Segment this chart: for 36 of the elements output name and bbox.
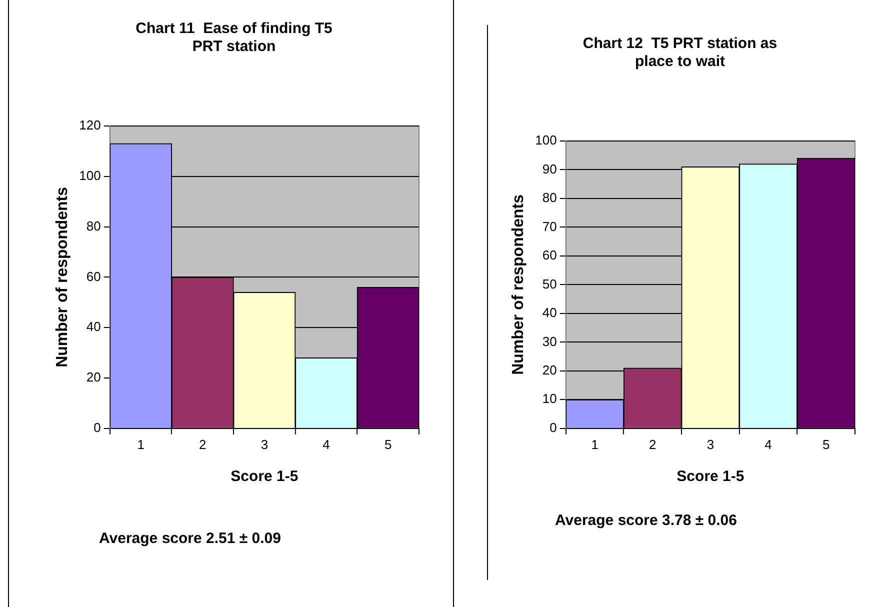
y-tick-label: 10 xyxy=(542,391,557,406)
x-tick-label: 5 xyxy=(822,436,830,452)
x-tick-label: 2 xyxy=(199,436,206,452)
y-tick-label: 30 xyxy=(542,334,557,349)
x-tick-label: 1 xyxy=(137,436,144,452)
x-tick-label: 5 xyxy=(384,436,392,452)
text: Average score 3.78 ± 0.06 xyxy=(555,512,737,529)
chart-title: Chart 12 T5 PRT station as place to wait xyxy=(582,35,778,70)
y-tick-label: 90 xyxy=(542,161,557,176)
text: Average score 2.51 ± 0.09 xyxy=(99,530,281,547)
y-tick-label: 80 xyxy=(542,190,557,206)
y-tick-label: 20 xyxy=(86,370,101,385)
y-tick-label: 60 xyxy=(542,248,557,263)
x-tick-label: 3 xyxy=(260,436,268,452)
y-tick-label: 40 xyxy=(86,319,101,334)
x-tick-label: 1 xyxy=(591,436,598,452)
x-tick-label: 4 xyxy=(322,436,330,452)
y-axis-title: Number of respondents xyxy=(510,194,528,375)
y-tick-label: 120 xyxy=(79,118,101,133)
y-axis-title: Number of respondents xyxy=(54,186,72,368)
y-tick-label: 0 xyxy=(550,420,557,435)
chart-title: Chart 11 Ease of finding T5 PRT station xyxy=(136,20,332,56)
y-tick-label: 60 xyxy=(86,268,101,284)
y-tick-label: 100 xyxy=(79,168,101,183)
y-tick-label: 20 xyxy=(542,362,557,378)
x-axis-title: Score 1-5 xyxy=(230,468,298,486)
x-tick-label: 3 xyxy=(706,436,714,452)
y-tick-label: 40 xyxy=(542,305,557,320)
y-tick-label: 70 xyxy=(542,218,557,234)
x-tick-label: 4 xyxy=(764,436,772,452)
x-axis-title: Score 1-5 xyxy=(676,468,744,486)
y-tick-label: 100 xyxy=(535,132,557,148)
y-tick-label: 80 xyxy=(86,218,101,234)
y-tick-label: 50 xyxy=(542,276,557,292)
x-tick-label: 2 xyxy=(649,436,656,452)
y-tick-label: 0 xyxy=(94,420,101,435)
